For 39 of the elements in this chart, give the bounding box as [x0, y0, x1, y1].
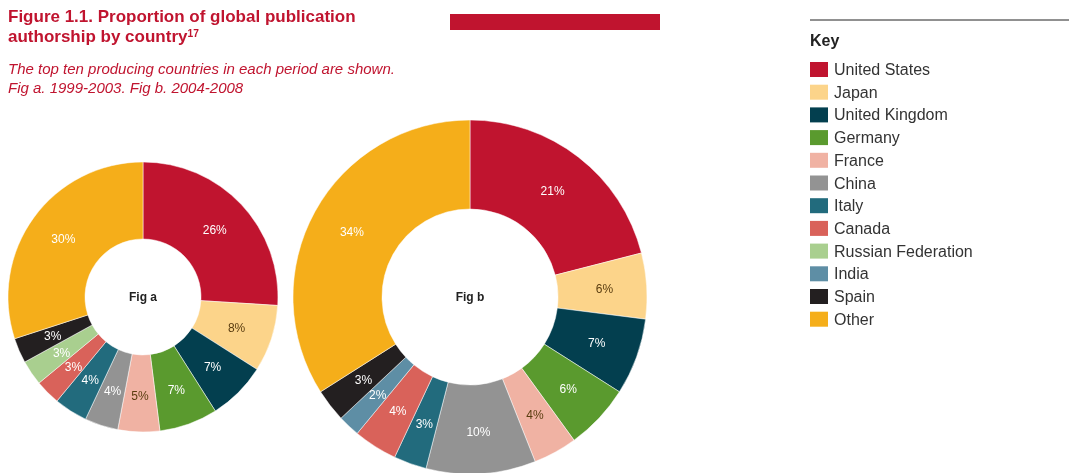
slice-label: Fig a: [128, 290, 158, 304]
data-label: 7%: [588, 335, 606, 350]
data-label: 34%: [339, 225, 365, 240]
legend-label: Russian Federation: [834, 242, 973, 260]
legend-label: Other: [834, 310, 875, 328]
legend-label: India: [834, 265, 869, 283]
data-label: 8%: [227, 320, 246, 335]
legend-label: United Kingdom: [834, 106, 948, 124]
data-label: 3%: [354, 372, 373, 387]
data-label: 4%: [81, 373, 100, 388]
legend-label: Germany: [834, 129, 900, 147]
data-label: 5%: [131, 388, 149, 403]
data-label: 26%: [202, 222, 228, 237]
data-label: 21%: [540, 183, 565, 198]
legend-label: United States: [834, 61, 931, 78]
slice-label: Fig b: [455, 290, 485, 304]
legend-label: Spain: [834, 288, 875, 305]
data-label: 10%: [466, 424, 491, 439]
data-label: 4%: [103, 383, 122, 398]
data-label: 4%: [389, 403, 407, 418]
data-label: 30%: [51, 232, 76, 247]
legend-label: Italy: [834, 197, 864, 215]
data-label: 7%: [203, 359, 222, 374]
legend-title: Key: [810, 32, 840, 49]
data-label: 7%: [167, 382, 186, 397]
text: The top ten producing countries in each period are shown. Fig a. 1999-2003. Fig b. 2004-2008: [8, 60, 395, 96]
data-label: 3%: [44, 329, 62, 344]
data-label: 3%: [415, 416, 434, 431]
data-label: 2%: [369, 388, 387, 403]
legend-label: Canada: [834, 219, 891, 237]
legend-label: France: [834, 151, 884, 169]
data-label: 3%: [64, 359, 83, 374]
legend-label: Japan: [834, 83, 878, 101]
data-label: 6%: [595, 281, 614, 296]
data-label: 6%: [559, 382, 578, 397]
chart-title: Figure 1.1. Proportion of global publication authorship by country$^{17}$: [8, 7, 356, 46]
data-label: 4%: [526, 408, 544, 423]
legend-label: China: [834, 174, 876, 192]
data-label: 3%: [52, 345, 71, 360]
